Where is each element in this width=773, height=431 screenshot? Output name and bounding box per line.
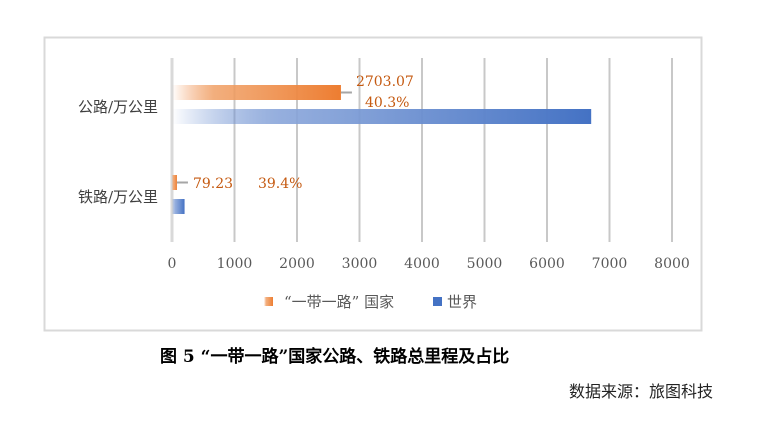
x-tick-label: 6000 <box>529 256 565 272</box>
bar-belt-road <box>172 85 341 100</box>
figure-caption: 图 5 “一带一路”国家公路、铁路总里程及占比 <box>160 347 510 367</box>
bar-world <box>172 199 185 214</box>
x-tick-label: 3000 <box>342 256 378 272</box>
x-tick-label: 4000 <box>404 256 440 272</box>
x-tick-label: 0 <box>168 256 177 272</box>
data-label-share: 40.3% <box>365 95 409 111</box>
chart-frame <box>43 36 703 332</box>
x-tick-label: 2000 <box>279 256 315 272</box>
x-tick-label: 5000 <box>467 256 503 272</box>
bar-chart: 0 1000 2000 3000 4000 5000 6000 7000 8000 公路/万公里… <box>43 36 703 332</box>
bar-world <box>172 109 592 124</box>
data-label-value: 79.23 <box>193 176 233 192</box>
bar-belt-road <box>172 175 177 190</box>
legend-swatch-belt-road <box>264 297 273 306</box>
data-label-share: 39.4% <box>258 176 302 192</box>
x-tick-label: 1000 <box>217 256 253 272</box>
category-label: 公路/万公里 <box>78 98 158 116</box>
data-source: 数据来源：旅图科技 <box>568 382 713 401</box>
legend-label-world: 世界 <box>447 293 477 311</box>
legend-label-belt-road: “一带一路” 国家 <box>284 293 394 311</box>
data-label-value: 2703.07 <box>356 74 414 90</box>
x-tick-label: 7000 <box>592 256 628 272</box>
category-label: 铁路/万公里 <box>78 188 158 206</box>
x-tick-label: 8000 <box>654 256 690 272</box>
legend-swatch-world <box>433 297 442 306</box>
